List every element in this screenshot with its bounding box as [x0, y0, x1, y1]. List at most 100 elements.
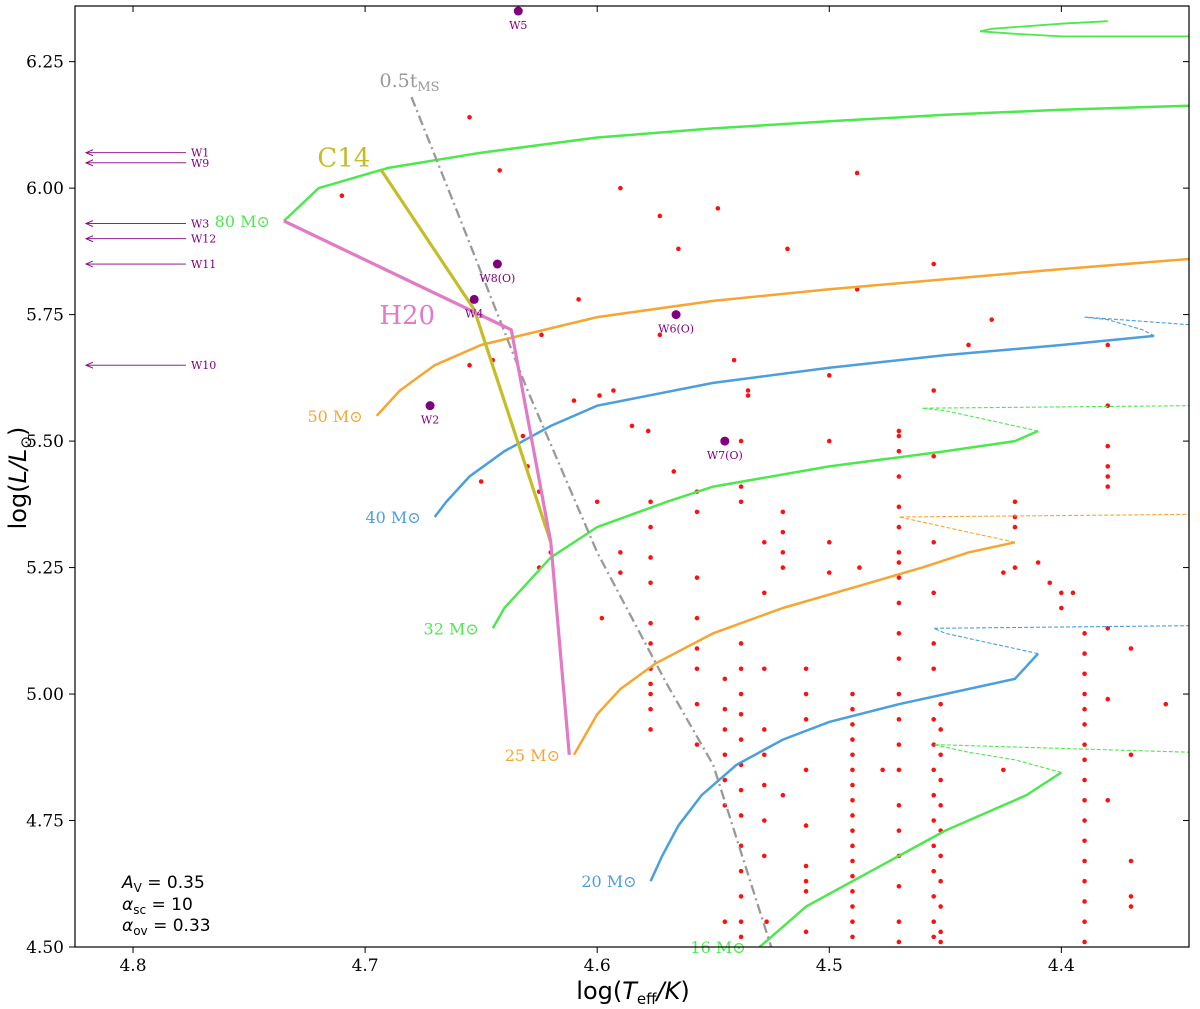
y-tick-label-5: 5.75: [26, 306, 64, 326]
upper-limit-arrow-5: [84, 361, 94, 369]
track-label-1: 50 M⊙: [307, 407, 362, 426]
red-point-141: [850, 904, 855, 909]
red-point-6: [715, 206, 721, 211]
red-point-183: [1001, 570, 1006, 575]
red-point-77: [648, 620, 653, 626]
track-line-1: [375, 257, 1189, 417]
red-point-142: [850, 919, 855, 925]
red-point-117: [780, 792, 786, 798]
x-tick-label-3: 4.5: [816, 956, 843, 976]
red-point-17: [611, 388, 616, 393]
track-label-0: 80 M⊙: [215, 212, 270, 231]
red-point-83: [648, 727, 653, 732]
red-point-100: [738, 737, 744, 742]
red-point-15: [597, 393, 602, 398]
red-point-84: [694, 575, 700, 580]
red-point-205: [1082, 939, 1087, 945]
red-point-43: [896, 428, 902, 434]
red-point-128: [850, 706, 855, 712]
red-point-206: [1128, 646, 1134, 651]
red-point-76: [648, 580, 653, 586]
red-point-165: [931, 818, 937, 823]
red-point-80: [648, 681, 653, 687]
red-point-40: [780, 565, 786, 570]
red-point-178: [938, 853, 943, 859]
red-point-46: [896, 474, 902, 479]
red-point-113: [761, 752, 767, 758]
red-point-119: [803, 691, 809, 697]
red-point-62: [1105, 443, 1111, 449]
red-point-187: [1047, 580, 1053, 586]
red-point-167: [931, 868, 937, 874]
red-point-118: [803, 666, 809, 672]
plot-area: 80 M⊙50 M⊙40 M⊙32 M⊙25 M⊙20 M⊙16 M⊙0.5tM…: [84, 6, 1189, 957]
red-point-216: [764, 919, 769, 925]
red-point-70: [618, 550, 623, 555]
named-star-label-4: W2: [421, 414, 439, 427]
red-point-174: [938, 752, 943, 758]
dashed-loop-3: [933, 625, 1189, 655]
red-point-145: [896, 631, 902, 636]
red-point-171: [857, 565, 862, 570]
named-star-4: [425, 401, 435, 411]
param-asc-value: 10: [171, 895, 193, 915]
red-point-193: [1082, 706, 1087, 712]
red-point-85: [694, 615, 700, 621]
red-point-155: [896, 919, 902, 925]
track-line-4: [572, 541, 1016, 756]
red-point-98: [738, 691, 744, 697]
red-point-189: [1082, 631, 1087, 636]
red-point-48: [896, 524, 902, 530]
red-point-127: [850, 691, 855, 697]
red-point-144: [896, 600, 902, 606]
red-point-2: [497, 168, 503, 173]
axes: 4.8 4.7 4.6 4.5 4.4 4.50 4.75 5.00 5.25 5.50 5.75 6…: [26, 5, 1190, 976]
red-point-52: [931, 388, 937, 393]
red-point-39: [780, 550, 786, 555]
dashed-loop-2: [898, 513, 1189, 543]
red-point-150: [896, 767, 902, 773]
red-point-156: [896, 939, 902, 945]
red-point-21: [745, 393, 751, 398]
red-point-103: [738, 813, 744, 818]
red-point-210: [1128, 904, 1134, 909]
param-aov: αov = 0.33: [122, 916, 211, 938]
red-point-132: [850, 767, 855, 773]
red-point-60: [1105, 342, 1111, 348]
red-point-139: [850, 873, 855, 879]
red-point-45: [896, 448, 902, 454]
red-point-133: [850, 782, 855, 788]
track-line-6: [758, 771, 1063, 947]
red-point-212: [1105, 696, 1111, 702]
clipped-group: [283, 20, 1189, 947]
named-star-label-1: W8(O): [479, 272, 515, 285]
red-point-14: [539, 332, 544, 338]
red-point-63: [1105, 464, 1111, 469]
red-point-204: [1082, 919, 1087, 925]
red-point-69: [594, 499, 600, 505]
series-tms-line: [410, 96, 773, 947]
red-point-160: [931, 666, 937, 672]
y-tick-label-7: 6.25: [26, 53, 64, 73]
red-point-33: [694, 509, 700, 515]
red-point-198: [1082, 797, 1087, 803]
red-point-73: [648, 499, 653, 505]
track-line-0: [283, 104, 1189, 222]
red-point-190: [1082, 651, 1087, 656]
red-point-199: [1082, 818, 1087, 823]
red-point-26: [478, 479, 484, 484]
axes-frame: [74, 5, 1190, 948]
red-point-41: [826, 539, 832, 545]
series-c14-line: [380, 169, 553, 543]
red-point-81: [648, 691, 653, 697]
track-line-2: [433, 334, 1155, 518]
upper-limit-label-5: W10: [191, 359, 216, 372]
red-point-74: [648, 524, 653, 530]
red-point-105: [738, 868, 744, 874]
red-point-55: [1035, 560, 1041, 565]
track-line-5: [649, 652, 1040, 882]
red-point-102: [738, 787, 744, 793]
red-point-75: [648, 555, 653, 560]
param-aov-value: 0.33: [173, 916, 211, 936]
red-point-170: [931, 934, 937, 940]
